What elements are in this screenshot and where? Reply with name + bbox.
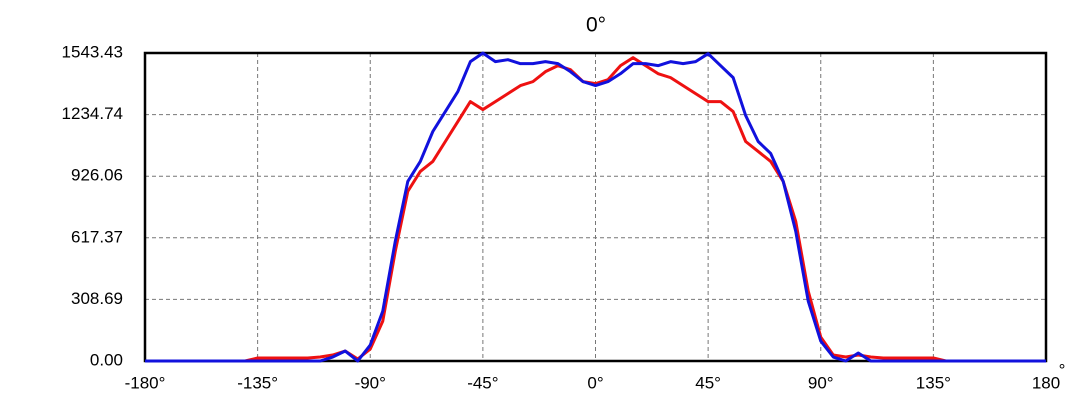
plot-frame	[143, 51, 1048, 363]
axis-unit: °	[1059, 360, 1066, 379]
x-tick-label: 135°	[916, 373, 951, 392]
x-tick-label: -135°	[237, 373, 278, 392]
x-tick-label: -45°	[467, 373, 498, 392]
x-tick-label: -180°	[125, 373, 166, 392]
y-tick-label: 1234.74	[62, 104, 123, 123]
x-tick-label: 180	[1032, 373, 1060, 392]
y-tick-label: 1543.43	[62, 42, 123, 61]
x-tick-label: 45°	[695, 373, 721, 392]
y-tick-label: 308.69	[71, 289, 123, 308]
y-tick-label: 0.00	[90, 350, 123, 369]
x-tick-label: -90°	[355, 373, 386, 392]
y-tick-label: 926.06	[71, 166, 123, 185]
series-line	[145, 51, 1046, 363]
y-tick-label: 617.37	[71, 227, 123, 246]
x-tick-label: 0°	[587, 373, 603, 392]
series-line	[145, 56, 1046, 363]
x-tick-label: 90°	[808, 373, 834, 392]
chart-title: 0°	[586, 14, 606, 37]
